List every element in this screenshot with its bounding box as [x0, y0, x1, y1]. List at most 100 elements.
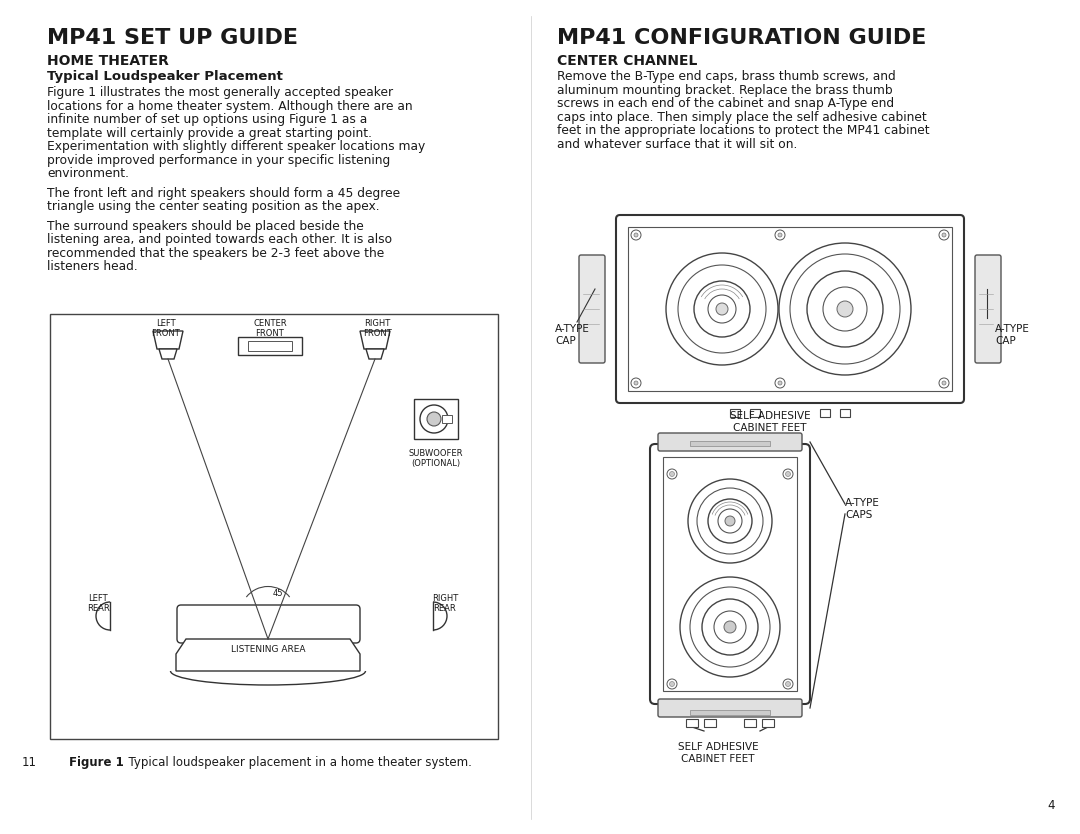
Circle shape: [667, 469, 677, 479]
Circle shape: [785, 681, 791, 686]
FancyBboxPatch shape: [663, 457, 797, 691]
Circle shape: [631, 378, 642, 388]
Text: locations for a home theater system. Although there are an: locations for a home theater system. Alt…: [48, 99, 413, 113]
Text: 45: 45: [273, 590, 283, 599]
Text: LEFT
REAR: LEFT REAR: [86, 594, 109, 613]
Text: Experimentation with slightly different speaker locations may: Experimentation with slightly different …: [48, 140, 426, 153]
FancyBboxPatch shape: [730, 409, 740, 417]
Circle shape: [783, 469, 793, 479]
Text: 4: 4: [1048, 799, 1055, 812]
Text: feet in the appropriate locations to protect the MP41 cabinet: feet in the appropriate locations to pro…: [557, 124, 930, 137]
FancyBboxPatch shape: [744, 719, 756, 727]
Circle shape: [690, 587, 770, 667]
Polygon shape: [360, 331, 390, 349]
FancyBboxPatch shape: [616, 215, 964, 403]
FancyBboxPatch shape: [238, 337, 302, 355]
Text: SELF ADHESIVE
CABINET FEET: SELF ADHESIVE CABINET FEET: [677, 742, 758, 764]
Text: A-TYPE
CAPS: A-TYPE CAPS: [845, 498, 880, 520]
Polygon shape: [366, 349, 384, 359]
Circle shape: [708, 499, 752, 543]
Circle shape: [775, 230, 785, 240]
Polygon shape: [159, 349, 177, 359]
FancyBboxPatch shape: [414, 399, 458, 439]
Text: LEFT
FRONT: LEFT FRONT: [151, 319, 180, 339]
Circle shape: [718, 509, 742, 533]
Text: CENTER
FRONT: CENTER FRONT: [253, 319, 287, 339]
FancyBboxPatch shape: [975, 255, 1001, 363]
Text: HOME THEATER: HOME THEATER: [48, 54, 168, 68]
Text: aluminum mounting bracket. Replace the brass thumb: aluminum mounting bracket. Replace the b…: [557, 83, 893, 97]
Text: recommended that the speakers be 2-3 feet above the: recommended that the speakers be 2-3 fee…: [48, 247, 384, 259]
Circle shape: [783, 679, 793, 689]
Circle shape: [697, 488, 762, 554]
Circle shape: [939, 378, 949, 388]
Circle shape: [939, 230, 949, 240]
Circle shape: [670, 471, 675, 476]
Text: 11: 11: [22, 756, 37, 769]
Text: template will certainly provide a great starting point.: template will certainly provide a great …: [48, 127, 372, 139]
Circle shape: [775, 378, 785, 388]
Text: SUBWOOFER
(OPTIONAL): SUBWOOFER (OPTIONAL): [408, 449, 463, 469]
Circle shape: [942, 233, 946, 237]
FancyBboxPatch shape: [658, 699, 802, 717]
Text: and whatever surface that it will sit on.: and whatever surface that it will sit on…: [557, 138, 797, 150]
Circle shape: [823, 287, 867, 331]
FancyBboxPatch shape: [658, 433, 802, 451]
FancyBboxPatch shape: [820, 409, 831, 417]
Text: MP41 CONFIGURATION GUIDE: MP41 CONFIGURATION GUIDE: [557, 28, 927, 48]
FancyBboxPatch shape: [627, 227, 951, 391]
Text: listeners head.: listeners head.: [48, 260, 138, 273]
Text: infinite number of set up options using Figure 1 as a: infinite number of set up options using …: [48, 113, 367, 126]
FancyBboxPatch shape: [762, 719, 774, 727]
Text: CENTER CHANNEL: CENTER CHANNEL: [557, 54, 698, 68]
FancyBboxPatch shape: [177, 605, 360, 643]
Circle shape: [724, 621, 735, 633]
Text: Typical loudspeaker placement in a home theater system.: Typical loudspeaker placement in a home …: [121, 756, 472, 769]
FancyBboxPatch shape: [690, 441, 770, 446]
Text: A-TYPE
CAP: A-TYPE CAP: [995, 324, 1030, 345]
Circle shape: [670, 681, 675, 686]
Circle shape: [714, 611, 746, 643]
Text: SELF ADHESIVE
CABINET FEET: SELF ADHESIVE CABINET FEET: [730, 411, 810, 433]
Text: LISTENING AREA: LISTENING AREA: [231, 645, 306, 654]
Polygon shape: [153, 331, 183, 349]
Circle shape: [678, 265, 766, 353]
FancyBboxPatch shape: [690, 710, 770, 715]
Circle shape: [942, 381, 946, 385]
Polygon shape: [176, 639, 360, 671]
Text: The surround speakers should be placed beside the: The surround speakers should be placed b…: [48, 219, 364, 233]
Circle shape: [680, 577, 780, 677]
Circle shape: [785, 471, 791, 476]
Circle shape: [634, 233, 638, 237]
Text: triangle using the center seating position as the apex.: triangle using the center seating positi…: [48, 200, 380, 213]
Circle shape: [716, 303, 728, 315]
FancyBboxPatch shape: [248, 341, 292, 351]
Text: Figure 1 illustrates the most generally accepted speaker: Figure 1 illustrates the most generally …: [48, 86, 393, 99]
Text: environment.: environment.: [48, 167, 129, 180]
Circle shape: [694, 281, 750, 337]
Circle shape: [725, 516, 735, 526]
Text: A-TYPE
CAP: A-TYPE CAP: [555, 324, 590, 345]
Text: Figure 1: Figure 1: [69, 756, 124, 769]
Text: The front left and right speakers should form a 45 degree: The front left and right speakers should…: [48, 187, 400, 199]
Circle shape: [666, 253, 778, 365]
Circle shape: [778, 381, 782, 385]
Circle shape: [667, 679, 677, 689]
FancyBboxPatch shape: [840, 409, 850, 417]
Circle shape: [837, 301, 853, 317]
FancyBboxPatch shape: [686, 719, 698, 727]
Text: Remove the B-Type end caps, brass thumb screws, and: Remove the B-Type end caps, brass thumb …: [557, 70, 895, 83]
Circle shape: [634, 381, 638, 385]
FancyBboxPatch shape: [704, 719, 716, 727]
Circle shape: [420, 405, 448, 433]
FancyBboxPatch shape: [750, 409, 760, 417]
FancyBboxPatch shape: [442, 415, 453, 423]
Circle shape: [688, 479, 772, 563]
Text: MP41 SET UP GUIDE: MP41 SET UP GUIDE: [48, 28, 298, 48]
Text: RIGHT
REAR: RIGHT REAR: [432, 594, 458, 613]
Circle shape: [631, 230, 642, 240]
Text: listening area, and pointed towards each other. It is also: listening area, and pointed towards each…: [48, 233, 392, 246]
FancyBboxPatch shape: [579, 255, 605, 363]
Circle shape: [702, 599, 758, 655]
Text: RIGHT
FRONT: RIGHT FRONT: [363, 319, 391, 339]
